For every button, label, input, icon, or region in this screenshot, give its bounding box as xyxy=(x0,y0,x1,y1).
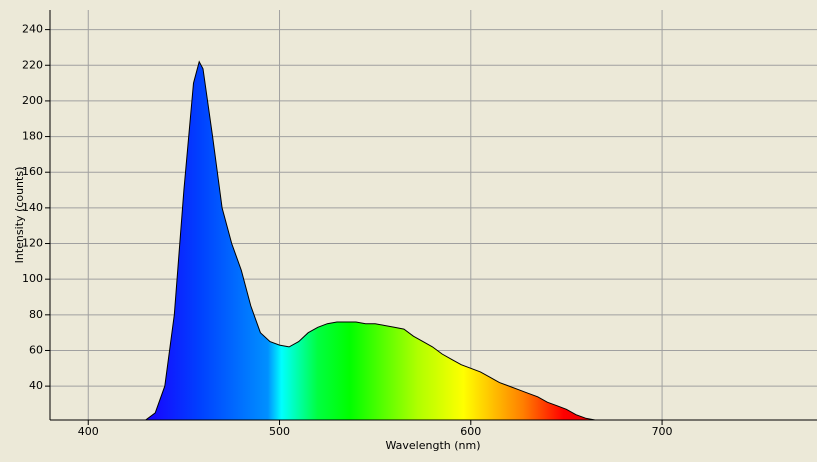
y-tick-label: 160 xyxy=(22,165,43,178)
y-tick-label: 80 xyxy=(29,308,43,321)
y-tick-label: 60 xyxy=(29,343,43,356)
y-tick-label: 140 xyxy=(22,201,43,214)
y-tick-label: 180 xyxy=(22,130,43,143)
plot-area xyxy=(145,60,596,420)
y-tick-label: 120 xyxy=(22,237,43,250)
x-tick-label: 500 xyxy=(269,425,290,438)
y-tick-label: 40 xyxy=(29,379,43,392)
y-tick-label: 200 xyxy=(22,94,43,107)
spectrum-line xyxy=(145,60,596,420)
y-tick-label: 220 xyxy=(22,58,43,71)
x-tick-label: 400 xyxy=(78,425,99,438)
y-axis-label: Intensity (counts) xyxy=(13,167,26,264)
spectrum-area xyxy=(145,61,596,420)
y-tick-label: 100 xyxy=(22,272,43,285)
x-tick-label: 700 xyxy=(652,425,673,438)
x-axis-label: Wavelength (nm) xyxy=(385,439,480,452)
x-tick-label: 600 xyxy=(460,425,481,438)
y-tick-label: 240 xyxy=(22,23,43,36)
